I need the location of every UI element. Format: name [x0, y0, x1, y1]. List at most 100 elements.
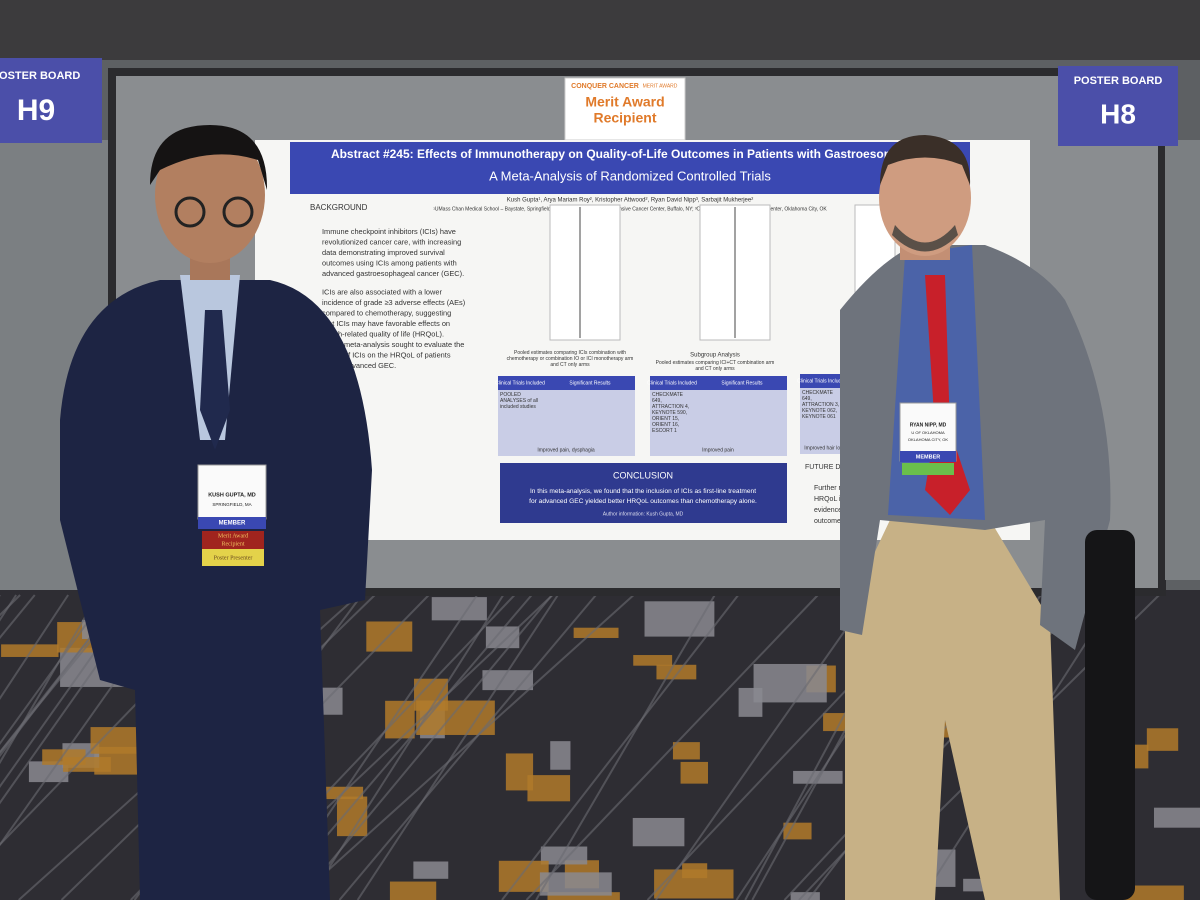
hair — [150, 125, 268, 190]
table: Clinical Trials Included Significant Res… — [647, 376, 787, 456]
carpet-tile — [28, 761, 69, 783]
carpet-tile — [416, 700, 495, 735]
badge-org: U OF OKLAHOMA — [911, 430, 945, 435]
suit — [60, 280, 372, 900]
carpet-tile — [550, 741, 571, 770]
carpet-tile — [1146, 728, 1179, 751]
carpet-tile — [573, 627, 619, 638]
table-header-text: Clinical Trials Included — [647, 380, 697, 386]
badge-member-text: MEMBER — [219, 521, 246, 527]
carpet-tile — [644, 601, 715, 637]
background-line: advanced gastroesophageal cancer (GEC). — [322, 269, 464, 278]
badge-member-text: MEMBER — [916, 454, 940, 460]
face — [879, 140, 971, 256]
poster-banner — [290, 142, 970, 194]
background-line: ICIs are also associated with a lower — [322, 287, 442, 296]
carpet-stripe — [0, 594, 69, 701]
table-header-text: Clinical Trials Included — [797, 378, 847, 384]
sign-label: POSTER BOARD — [1074, 75, 1163, 87]
conclusion-text: for advanced GEC yielded better HRQoL ou… — [529, 498, 757, 505]
carpet-tile — [682, 863, 708, 879]
background-line: that ICIs may have favorable effects on — [322, 319, 450, 328]
award-sub: MERIT AWARD — [643, 83, 678, 89]
caption: Pooled estimates comparing ICIs combinat… — [507, 350, 634, 368]
award-title: Recipient — [593, 110, 656, 126]
glasses — [174, 196, 206, 228]
table-cell: POOLED ANALYSES of all included studies — [500, 392, 538, 410]
carpet-tile — [672, 742, 700, 760]
table-header — [650, 376, 787, 390]
background-line: incidence of grade ≥3 adverse effects (A… — [322, 298, 465, 307]
badge-city: OKLAHOMA CITY, OK — [908, 437, 948, 442]
poster-authors: Kush Gupta¹, Arya Mariam Roy², Kristophe… — [507, 198, 753, 204]
background-line: compared to chemotherapy, suggesting — [322, 308, 451, 317]
carpet-stripe — [0, 594, 99, 765]
carpet-stripe — [0, 594, 109, 746]
tie — [200, 310, 230, 450]
carpet-tile — [632, 817, 685, 847]
hair — [880, 135, 971, 185]
table: Clinical Trials Included Significant Res… — [495, 376, 635, 456]
face — [155, 127, 265, 263]
carpet-tile — [738, 687, 763, 717]
award-brand: CONQUER CANCER — [571, 83, 639, 90]
conclusion-heading: CONCLUSION — [613, 470, 673, 480]
carpet-tile — [385, 700, 415, 739]
carpet-stripe — [501, 594, 740, 900]
carpet-tile — [413, 861, 449, 879]
badge-name: KUSH GUPTA, MD — [208, 492, 256, 498]
ceiling — [0, 0, 1200, 70]
carpet-tile — [505, 753, 534, 791]
background-line: meta-analysis sought to evaluate the — [344, 340, 464, 349]
carpet-stripe — [294, 594, 635, 900]
carpet-tile — [63, 757, 111, 772]
ribbon — [902, 463, 954, 475]
carpet-tile — [540, 846, 588, 865]
sign-code: H8 — [1100, 98, 1136, 129]
future-list: Further research HRQoL is need evidence th… — [814, 485, 866, 525]
person-left — [60, 125, 372, 900]
section-heading: BACKGROUND — [310, 203, 368, 212]
table-header-text: Significant Results — [569, 380, 611, 386]
carpet-tile — [1153, 807, 1200, 828]
board-right — [1165, 140, 1200, 580]
caption: Pooled estimates comparing ICI+CT combin… — [655, 360, 775, 372]
ribbon-text: Merit Award — [218, 533, 248, 539]
carpet-tile — [431, 597, 487, 621]
carpet-stripe — [655, 594, 871, 900]
carpet-tile — [547, 892, 620, 900]
glasses — [222, 196, 254, 228]
ribbon-text: Recipient — [222, 541, 245, 547]
carpet-tile — [790, 892, 820, 900]
background-line: advanced GEC. — [344, 361, 396, 370]
carpet-tile — [527, 775, 571, 802]
background-list: Immune checkpoint inhibitors (ICIs) have… — [322, 227, 465, 370]
carpet-stripe — [307, 594, 505, 900]
award-sign — [564, 77, 686, 141]
conclusion-box — [500, 463, 787, 523]
table-note: Improved pain, dysphagia — [537, 447, 594, 453]
table-note: Improved pain — [702, 447, 734, 453]
table-header — [498, 376, 635, 390]
badge-member — [900, 451, 956, 462]
carpet-stripe — [525, 594, 819, 900]
sign-code: H9 — [17, 94, 55, 127]
pants — [845, 520, 1060, 900]
sign — [0, 58, 102, 143]
carpet-tile — [389, 881, 437, 900]
ribbon-text: Poster Presenter — [214, 555, 253, 561]
background-line: revolutionized cancer care, with increas… — [322, 237, 461, 246]
background-line: Immune checkpoint inhibitors (ICIs) have — [322, 227, 456, 236]
caption-heading: Subgroup Analysis — [690, 353, 740, 359]
background-line: data demonstrating improved survival — [322, 248, 445, 257]
carpet-tile — [539, 872, 612, 896]
carpet-stripe — [356, 594, 559, 900]
sign — [1058, 66, 1178, 146]
background-line: health-related quality of life (HRQoL). — [322, 329, 444, 338]
caption-text: Pooled estimates comparing ICI+CT combin… — [655, 360, 775, 372]
future-line: outcomes in p — [814, 518, 858, 525]
table-cell: CHECKMATE 649, ATTRACTION 3, KEYNOTE 062… — [802, 390, 840, 420]
award-title: Merit Award — [585, 94, 664, 110]
background-line: outcomes using ICIs among patients with — [322, 258, 457, 267]
